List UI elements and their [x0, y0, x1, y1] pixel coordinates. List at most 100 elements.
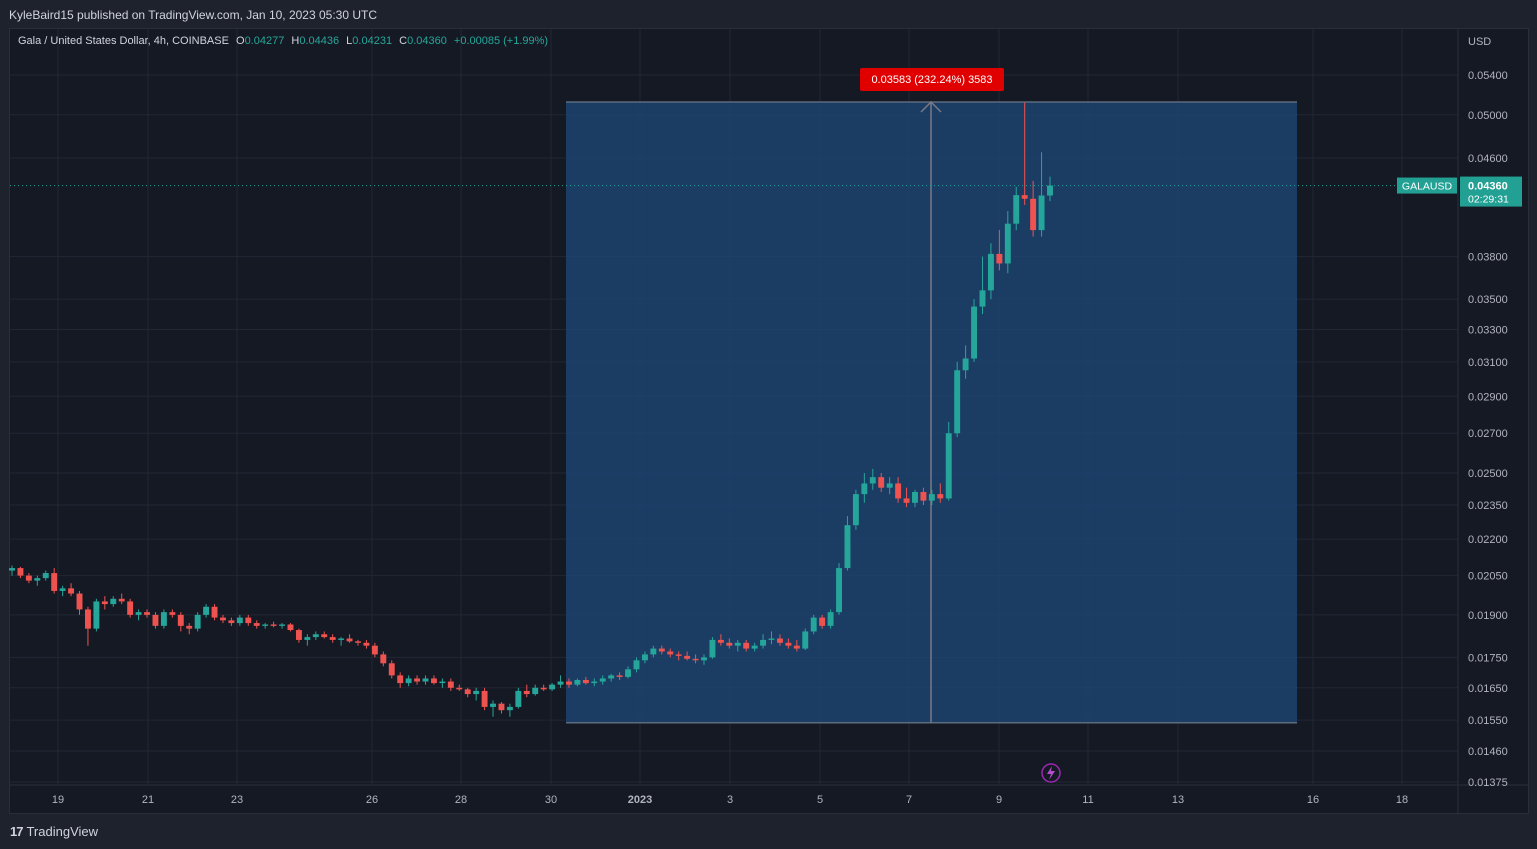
candle-body: [616, 675, 623, 677]
candle-body: [971, 306, 978, 359]
candle-body: [287, 624, 294, 631]
price-tick-label: 0.02500: [1468, 468, 1508, 480]
price-tick-label: 0.01900: [1468, 610, 1508, 622]
price-tick-label: 0.04600: [1468, 153, 1508, 165]
candle-body: [110, 598, 117, 605]
candle-body: [912, 491, 918, 503]
candle-body: [810, 617, 817, 632]
candle-body: [211, 606, 218, 618]
candle: [160, 609, 167, 629]
candle: [928, 489, 935, 505]
candle-body: [312, 634, 319, 638]
candle-body: [304, 637, 311, 640]
candle-body: [793, 645, 800, 649]
price-tick-label: 0.01550: [1468, 715, 1508, 727]
candle: [869, 468, 876, 490]
candle-body: [692, 658, 699, 661]
measure-label-text: 0.03583 (232.24%) 3583: [871, 74, 992, 86]
candle-body: [1013, 195, 1020, 224]
candle: [110, 596, 117, 607]
candle: [810, 614, 817, 635]
candle-body: [388, 663, 395, 676]
candle: [684, 651, 691, 661]
candle: [912, 489, 918, 508]
candle: [523, 684, 530, 698]
candle-body: [844, 525, 851, 569]
time-tick-label: 3: [727, 794, 733, 806]
candle: [945, 421, 952, 501]
candle: [464, 687, 471, 698]
candle-body: [84, 609, 91, 629]
candle: [675, 651, 682, 661]
measure-arrow-head: [920, 100, 942, 113]
candle-body: [76, 593, 83, 610]
candle: [608, 673, 615, 682]
candle-body: [1021, 195, 1028, 199]
candle: [447, 678, 454, 691]
candle: [557, 675, 564, 688]
candle-body: [962, 358, 969, 371]
time-tick-label: 23: [231, 794, 243, 806]
candle-body: [751, 645, 758, 649]
candle-body: [574, 679, 581, 685]
candle: [42, 570, 49, 581]
candle-body: [903, 498, 910, 503]
candle: [650, 645, 657, 658]
candle-body: [203, 606, 210, 615]
price-tick-label: 0.03800: [1468, 252, 1508, 264]
candle: [726, 638, 733, 649]
candle-body: [422, 678, 429, 682]
candle-body: [743, 642, 750, 649]
candle: [25, 573, 32, 584]
candle-body: [667, 651, 674, 655]
footer-bar: [0, 814, 1537, 849]
candle-body: [768, 638, 775, 640]
price-tick-label: 0.03500: [1468, 294, 1508, 306]
candle: [743, 639, 750, 652]
candle-body: [464, 689, 471, 695]
candle-body: [59, 588, 66, 591]
candle: [304, 634, 311, 646]
candle: [819, 614, 826, 629]
time-tick-label: 7: [906, 794, 912, 806]
symbol-title: Gala / United States Dollar, 4h, COINBAS…: [18, 35, 229, 47]
candle: [363, 639, 370, 649]
candle-body: [1004, 223, 1011, 264]
candle: [270, 621, 277, 628]
price-tick-label: 0.05000: [1468, 110, 1508, 122]
symbol-legend: Gala / United States Dollar, 4h, COINBAS…: [18, 35, 548, 47]
publish-info: KyleBaird15 published on TradingView.com…: [9, 8, 378, 22]
candle-body: [236, 617, 243, 624]
candle: [1004, 211, 1011, 274]
candle: [971, 299, 978, 362]
candle-body: [93, 601, 100, 629]
candle-body: [118, 598, 125, 602]
tradingview-logo[interactable]: 17 TradingView: [10, 824, 98, 839]
candle: [321, 631, 328, 639]
candle-body: [886, 483, 893, 488]
price-tick-label: 0.02050: [1468, 571, 1508, 583]
candle: [169, 609, 176, 618]
candle-body: [380, 654, 387, 664]
candle: [220, 614, 226, 624]
candle: [1038, 152, 1045, 237]
candle-body: [68, 588, 75, 594]
candle: [203, 604, 210, 618]
candle: [591, 678, 598, 687]
candle: [388, 660, 395, 679]
candle: [776, 634, 783, 646]
candle: [616, 672, 623, 680]
candle-body: [540, 687, 547, 690]
candle: [861, 473, 868, 503]
candle: [827, 609, 834, 629]
candle-body: [625, 669, 632, 677]
candle-body: [979, 290, 986, 307]
candle: [397, 672, 404, 688]
candle: [473, 687, 480, 701]
time-tick-label: 5: [817, 794, 823, 806]
candle-body: [937, 494, 944, 499]
time-tick-label: 26: [366, 794, 378, 806]
candle: [177, 612, 184, 632]
time-tick-label: 30: [545, 794, 557, 806]
